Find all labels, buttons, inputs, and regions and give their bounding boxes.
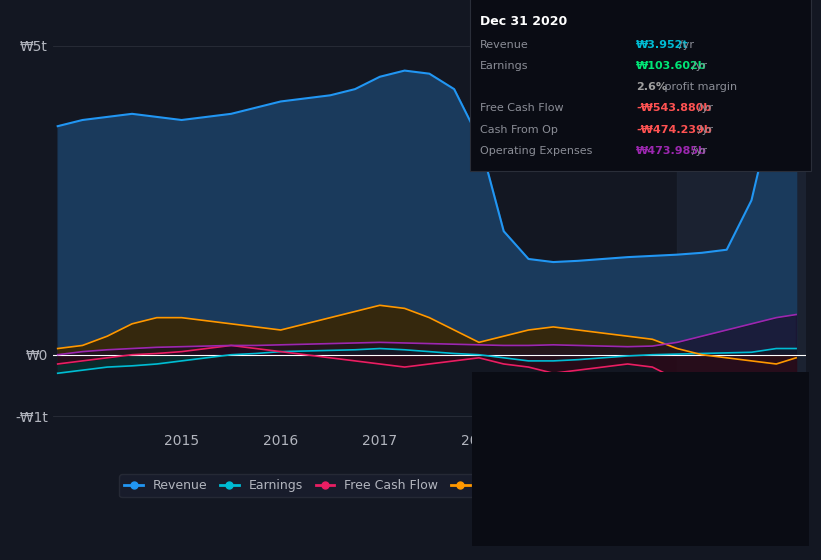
Text: /yr: /yr (691, 146, 707, 156)
Text: ₩473.985b: ₩473.985b (636, 146, 707, 156)
Text: 2.6%: 2.6% (636, 82, 667, 92)
Text: /yr: /yr (695, 61, 710, 71)
Text: /yr: /yr (702, 125, 717, 135)
Legend: Revenue, Earnings, Free Cash Flow, Cash From Op, Operating Expenses: Revenue, Earnings, Free Cash Flow, Cash … (119, 474, 740, 497)
Text: Free Cash Flow: Free Cash Flow (480, 104, 564, 114)
Text: ₩103.602b: ₩103.602b (636, 61, 707, 71)
Text: Earnings: Earnings (480, 61, 529, 71)
Text: Dec 31 2020: Dec 31 2020 (480, 15, 567, 28)
Text: profit margin: profit margin (663, 82, 739, 92)
Text: ₩103.602b: ₩103.602b (636, 61, 707, 71)
Text: /yr: /yr (680, 40, 695, 50)
Text: -₩543.880b: -₩543.880b (636, 104, 712, 114)
Text: Earnings: Earnings (480, 61, 529, 71)
Text: -₩543.880b: -₩543.880b (636, 104, 712, 114)
Text: ₩473.985b: ₩473.985b (636, 146, 707, 156)
Text: profit margin: profit margin (661, 82, 737, 92)
Text: /yr: /yr (682, 40, 697, 50)
Text: ₩3.952t: ₩3.952t (636, 40, 689, 50)
Text: Revenue: Revenue (480, 40, 529, 50)
Text: Cash From Op: Cash From Op (480, 125, 558, 135)
Text: /yr: /yr (691, 61, 707, 71)
Text: -₩474.239b: -₩474.239b (636, 125, 712, 135)
Text: /yr: /yr (695, 146, 710, 156)
Text: Cash From Op: Cash From Op (480, 125, 558, 135)
Text: /yr: /yr (698, 104, 713, 114)
Text: Operating Expenses: Operating Expenses (480, 146, 593, 156)
Text: /yr: /yr (698, 125, 713, 135)
Text: Dec 31 2020: Dec 31 2020 (480, 15, 567, 28)
Text: -₩474.239b: -₩474.239b (636, 125, 712, 135)
Text: /yr: /yr (702, 104, 717, 114)
Text: Free Cash Flow: Free Cash Flow (480, 104, 564, 114)
Text: 2.6%: 2.6% (636, 82, 667, 92)
Text: ₩3.952t: ₩3.952t (636, 40, 689, 50)
Text: Operating Expenses: Operating Expenses (480, 146, 593, 156)
Bar (677, 15, 806, 429)
Text: Revenue: Revenue (480, 40, 529, 50)
